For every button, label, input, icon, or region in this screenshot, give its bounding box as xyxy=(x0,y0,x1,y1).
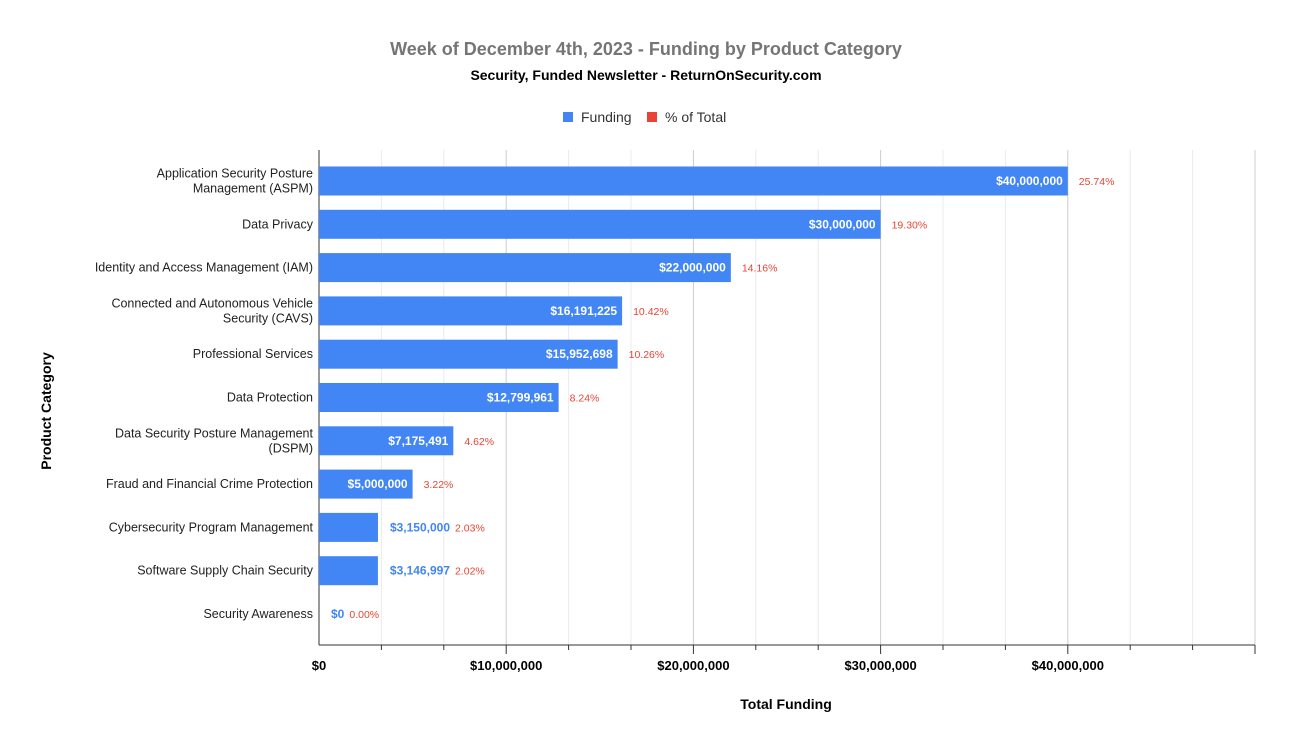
bar-value-label-9: $3,146,997 xyxy=(390,564,450,578)
bar-value-label-3: $16,191,225 xyxy=(550,304,617,318)
x-tick-label-3: $30,000,000 xyxy=(844,658,916,673)
legend-swatch-0 xyxy=(563,112,573,122)
bar-3[interactable] xyxy=(319,296,623,326)
category-label-10-0: Security Awareness xyxy=(203,607,313,621)
legend-swatch-1 xyxy=(647,112,657,122)
category-label-5-0: Data Protection xyxy=(227,391,313,405)
bars-group: $40,000,000 25.74% $30,000,000 19.30% $22,00… xyxy=(319,166,1115,621)
category-label-3-0: Connected and Autonomous Vehicle xyxy=(111,296,313,310)
pct-label-6: 4.62% xyxy=(464,436,494,448)
bar-value-label-2: $22,000,000 xyxy=(659,261,726,275)
pct-label-3: 10.42% xyxy=(633,306,669,318)
chart-title: Week of December 4th, 2023 - Funding by … xyxy=(390,39,902,59)
bar-7[interactable] xyxy=(319,469,413,499)
bar-value-label-10: $0 xyxy=(331,607,345,621)
category-label-6-1: (DSPM) xyxy=(269,441,313,455)
pct-label-5: 8.24% xyxy=(570,393,600,405)
category-label-1-0: Data Privacy xyxy=(242,217,314,231)
category-label-0-0: Application Security Posture xyxy=(157,167,313,181)
bar-6[interactable] xyxy=(319,426,454,456)
pct-label-0: 25.74% xyxy=(1079,176,1115,188)
category-label-3-1: Security (CAVS) xyxy=(223,311,313,325)
category-label-7-0: Fraud and Financial Crime Protection xyxy=(106,477,313,491)
legend[interactable]: Funding % of Total xyxy=(563,109,726,125)
bar-0[interactable] xyxy=(319,166,1068,196)
category-label-6-0: Data Security Posture Management xyxy=(115,426,314,440)
pct-label-9: 2.02% xyxy=(455,566,485,578)
bar-8[interactable] xyxy=(319,512,378,542)
category-label-2-0: Identity and Access Management (IAM) xyxy=(95,261,313,275)
category-label-4-0: Professional Services xyxy=(193,347,313,361)
bar-value-label-6: $7,175,491 xyxy=(388,434,448,448)
bar-value-label-1: $30,000,000 xyxy=(809,217,876,231)
bar-value-label-4: $15,952,698 xyxy=(546,347,613,361)
pct-label-8: 2.03% xyxy=(455,522,485,534)
x-tick-label-4: $40,000,000 xyxy=(1032,658,1104,673)
pct-label-7: 3.22% xyxy=(424,479,454,491)
legend-label-0: Funding xyxy=(581,109,632,125)
bar-value-label-0: $40,000,000 xyxy=(996,174,1063,188)
pct-label-10: 0.00% xyxy=(349,609,379,621)
pct-label-1: 19.30% xyxy=(892,219,928,231)
bar-2[interactable] xyxy=(319,253,731,283)
bar-9[interactable] xyxy=(319,556,378,586)
x-axis-ticks: $0 $10,000,000 $20,000,000 $30,000,000 $40,0… xyxy=(312,658,1104,673)
category-label-0-1: Management (ASPM) xyxy=(193,182,313,196)
category-label-8-0: Cybersecurity Program Management xyxy=(109,520,314,534)
x-tick-label-2: $20,000,000 xyxy=(657,658,729,673)
pct-label-4: 10.26% xyxy=(629,349,665,361)
x-tick-label-0: $0 xyxy=(312,658,326,673)
chart-subtitle: Security, Funded Newsletter - ReturnOnSe… xyxy=(470,67,821,83)
bar-value-label-8: $3,150,000 xyxy=(390,520,450,534)
bar-4[interactable] xyxy=(319,339,618,369)
y-axis-title: Product Category xyxy=(38,352,54,470)
legend-label-1: % of Total xyxy=(665,109,726,125)
bar-5[interactable] xyxy=(319,383,559,412)
x-tick-label-1: $10,000,000 xyxy=(470,658,542,673)
x-axis-title: Total Funding xyxy=(740,696,832,712)
category-label-9-0: Software Supply Chain Security xyxy=(137,564,314,578)
bar-value-label-5: $12,799,961 xyxy=(487,391,554,405)
pct-label-2: 14.16% xyxy=(742,263,778,275)
bar-value-label-7: $5,000,000 xyxy=(348,477,408,491)
bar-1[interactable] xyxy=(319,209,881,239)
